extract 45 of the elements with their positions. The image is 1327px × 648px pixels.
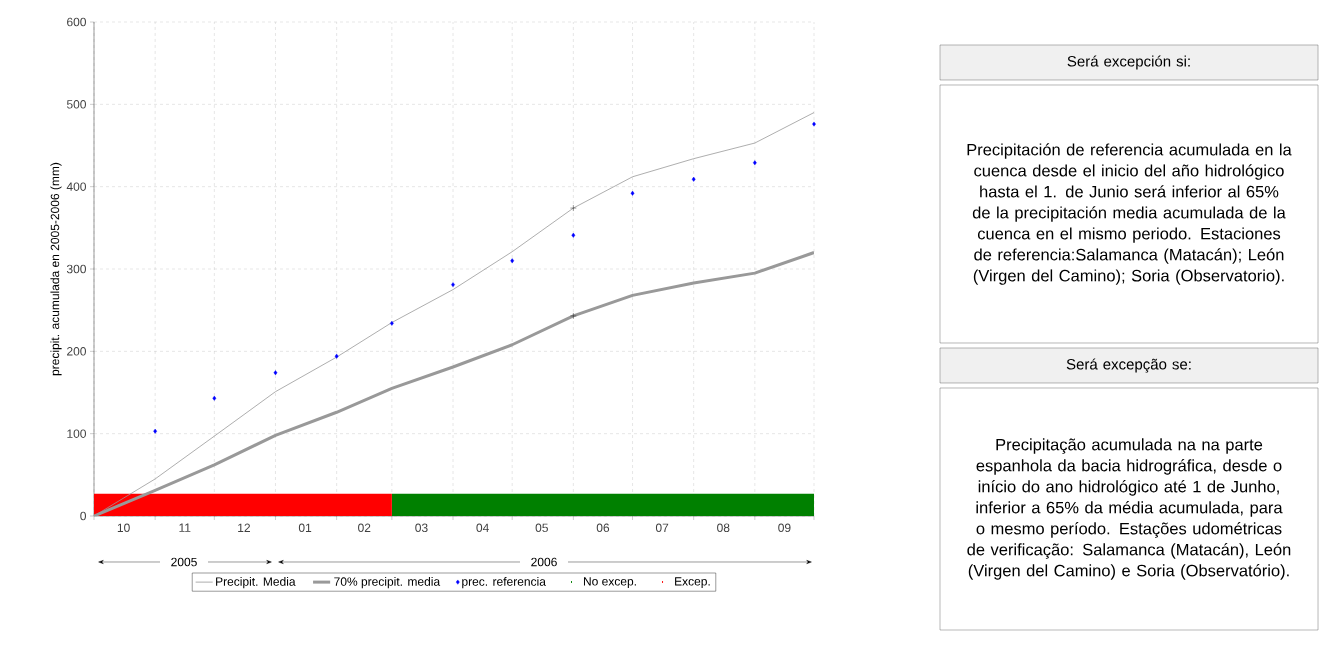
x-tick-label: 09	[778, 523, 791, 533]
legend-label: No excep.	[583, 577, 636, 588]
point	[153, 428, 158, 434]
x-tick-label: 03	[415, 523, 428, 533]
y-tick-label: 500	[66, 100, 86, 109]
y-tick-label: 400	[66, 182, 86, 191]
point	[691, 176, 696, 182]
point	[451, 282, 455, 288]
point	[212, 395, 217, 401]
text: Será excepção se:	[1066, 358, 1191, 373]
legend-label: Excep.	[675, 577, 710, 588]
text: Precipitación de referencia acumulada en la cuenca desde el inicio del año hidrológico hasta el 1. de Junio será inferior al 65% de la precipitación media acumulada de la cuenca en el mismo periodo. Estaciones de referencia:Salamanca (Matacán); León (Virgen del Camino); Soria (Observatorio).	[967, 143, 1292, 285]
point	[334, 353, 339, 359]
y-tick-label: 0	[80, 511, 87, 521]
x-tick-label: 06	[596, 523, 610, 533]
text: 2006	[531, 557, 557, 567]
point	[752, 160, 757, 166]
y-tick-label: 200	[67, 347, 86, 356]
x-tick-label: 10	[117, 523, 130, 533]
point	[510, 258, 515, 264]
x-tick-label: 04	[476, 523, 489, 533]
y-tick-label: 600	[67, 17, 86, 27]
y-tick-label: 100	[67, 429, 86, 438]
x-tick-label: 01	[298, 523, 312, 533]
point	[630, 190, 635, 196]
text: 2005	[171, 557, 197, 567]
text: Precipitação acumulada na na parte espanhola da bacia hidrográfica, desde o início do ano hidrológico até 1 de Junho, inferior a 65% da média acumulada, para o mesmo período. Estações udométricas de verificação: Salamanca (Matacán), León (Virgen del Camino) e Soria (Observatório).	[967, 438, 1291, 580]
point	[570, 204, 577, 212]
point	[273, 370, 278, 376]
x-tick-label: 11	[179, 523, 191, 532]
y-axis-title: precipit. acumulada en 2005-2006 (mm)	[50, 162, 62, 376]
legend-label: 70% precipit. media	[334, 577, 441, 589]
y-tick-label: 300	[66, 264, 86, 274]
point	[390, 320, 394, 326]
point	[571, 232, 576, 238]
x-tick-label: 02	[358, 523, 371, 533]
point	[812, 121, 816, 127]
x-tick-label: 08	[717, 523, 730, 533]
x-tick-label: 07	[655, 523, 669, 533]
x-tick-label: 12	[238, 523, 250, 532]
legend-label: Precipit. Media	[216, 577, 296, 589]
text: Será excepción si:	[1067, 55, 1190, 70]
x-tick-label: 05	[535, 523, 548, 533]
point	[570, 312, 577, 320]
legend-label: prec. referencia	[462, 577, 546, 589]
